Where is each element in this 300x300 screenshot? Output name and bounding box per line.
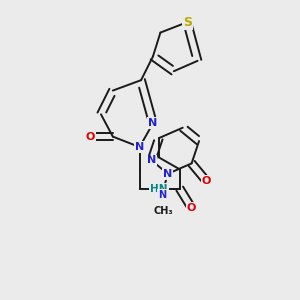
Text: N: N (163, 169, 172, 179)
Text: N: N (158, 190, 166, 200)
Text: O: O (187, 203, 196, 213)
Text: N: N (135, 142, 144, 152)
Text: CH₃: CH₃ (154, 206, 173, 216)
Text: N: N (148, 118, 158, 128)
Text: S: S (183, 16, 192, 29)
Text: O: O (86, 132, 95, 142)
Text: HN: HN (150, 184, 168, 194)
Text: O: O (202, 176, 211, 186)
Text: N: N (147, 155, 156, 165)
